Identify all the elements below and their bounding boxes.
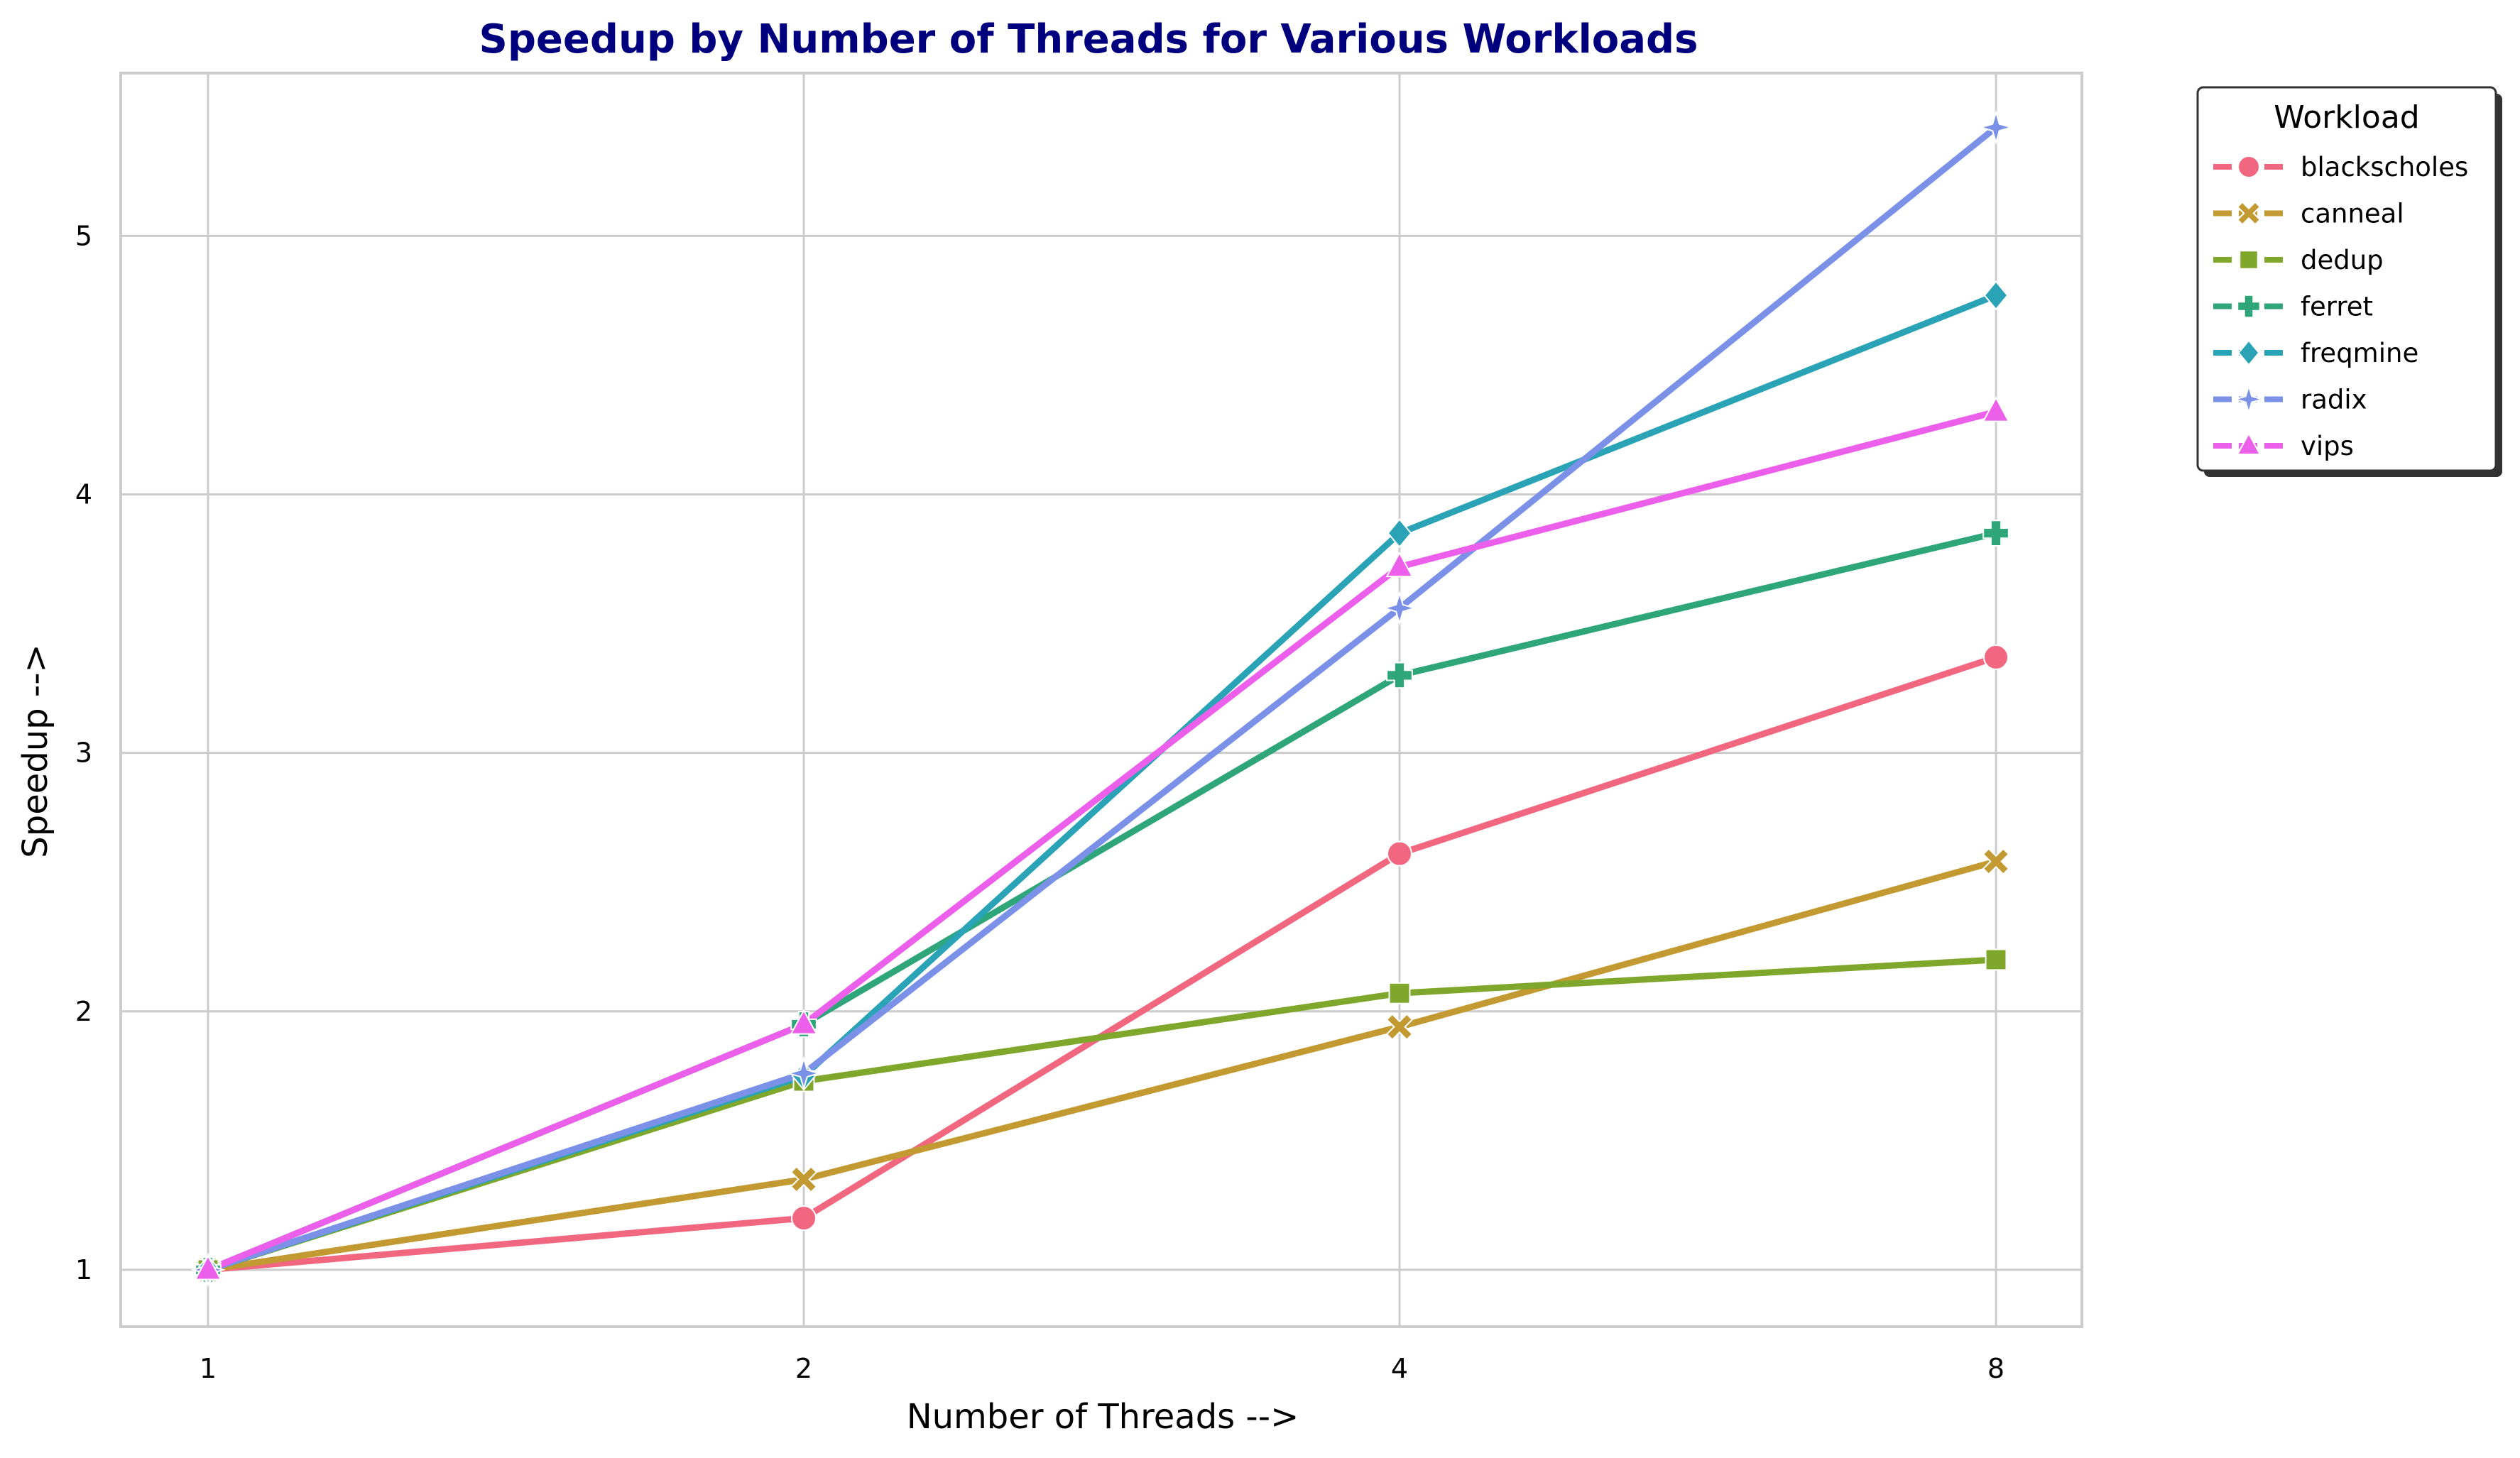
series-blackscholes <box>204 654 2000 1273</box>
series-line-vips <box>204 408 2000 1273</box>
series-line-radix <box>204 124 2000 1273</box>
series-markers-vips <box>194 396 2010 1281</box>
legend-item-dedup: dedup <box>2213 245 2384 275</box>
legend-item-radix: radix <box>2213 383 2367 415</box>
legend: Workload blackscholes canneal dedup ferret f… <box>2196 86 2502 477</box>
data-point-canneal <box>1385 1013 1414 1041</box>
y-tick-label: 2 <box>75 996 92 1027</box>
series-vips <box>204 408 2000 1273</box>
legend-title: Workload <box>2274 99 2419 136</box>
series-group <box>190 109 2014 1288</box>
x-tick-label: 2 <box>795 1353 812 1384</box>
grid <box>121 73 2082 1327</box>
data-point-radix <box>1978 109 2014 146</box>
data-point-dedup <box>1985 948 2007 971</box>
series-line-dedup <box>204 956 2000 1273</box>
legend-item-blackscholes: blackscholes <box>2213 152 2468 182</box>
series-line-canneal <box>204 858 2000 1273</box>
data-point-canneal <box>1982 848 2010 875</box>
y-tick-label: 3 <box>75 738 92 769</box>
data-point-vips <box>194 1254 222 1281</box>
x-tick-label: 8 <box>1987 1353 2004 1384</box>
series-radix <box>204 124 2000 1273</box>
legend-label: ferret <box>2301 292 2373 322</box>
legend-item-freqmine: freqmine <box>2213 338 2418 368</box>
legend-marker-canneal-shape <box>2236 201 2262 226</box>
data-point-radix <box>786 1056 822 1091</box>
chart-title: Speedup by Number of Threads for Various… <box>479 16 1698 62</box>
legend-label: radix <box>2301 385 2367 415</box>
data-point-vips <box>1385 551 1414 578</box>
legend-label: blackscholes <box>2301 152 2468 182</box>
series-markers-canneal <box>194 848 2010 1284</box>
data-point-vips <box>1982 396 2010 422</box>
legend-marker-blackscholes <box>2237 155 2260 178</box>
series-markers-freqmine <box>195 280 2009 1286</box>
legend-marker-canneal <box>2236 201 2262 226</box>
series-canneal <box>204 858 2000 1273</box>
legend-box <box>2196 86 2497 472</box>
legend-label: canneal <box>2301 199 2404 229</box>
x-axis-label: Number of Threads --> <box>907 1397 1299 1437</box>
data-point-dedup <box>1388 982 1411 1004</box>
legend-marker-freqmine <box>2237 339 2260 366</box>
data-point-canneal-shape <box>1982 848 2010 875</box>
data-point-canneal-shape <box>1385 1013 1414 1041</box>
series-markers-ferret <box>195 520 2009 1283</box>
data-point-canneal <box>790 1166 818 1193</box>
series-freqmine <box>204 292 2000 1273</box>
legend-label: dedup <box>2301 245 2384 275</box>
legend-label: freqmine <box>2301 338 2418 368</box>
data-point-blackscholes <box>791 1205 817 1232</box>
data-point-blackscholes <box>1387 840 1412 867</box>
legend-marker-ferret <box>2237 294 2261 319</box>
series-markers-radix <box>190 109 2014 1288</box>
y-tick-label: 4 <box>75 479 92 510</box>
legend-marker-vips <box>2236 432 2262 455</box>
data-point-freqmine <box>1387 518 1412 549</box>
data-point-radix <box>1382 590 1417 626</box>
series-dedup <box>204 956 2000 1273</box>
data-point-ferret <box>1982 520 2009 547</box>
series-line-freqmine <box>204 292 2000 1273</box>
y-axis-label: Speedup --> <box>16 644 55 857</box>
x-tick-label: 4 <box>1391 1353 1408 1384</box>
data-point-canneal-shape <box>790 1166 818 1193</box>
legend-items: blackscholes canneal dedup ferret freqmine ra… <box>2213 152 2468 461</box>
data-point-blackscholes <box>1983 644 2009 670</box>
data-point-vips <box>790 1009 818 1035</box>
legend-item-canneal: canneal <box>2213 199 2404 229</box>
x-tick-label: 1 <box>200 1353 217 1384</box>
series-line-blackscholes <box>204 654 2000 1273</box>
data-point-ferret <box>1386 662 1413 689</box>
plot-frame <box>119 72 2083 1328</box>
legend-item-vips: vips <box>2213 431 2354 461</box>
legend-marker-radix <box>2232 383 2265 415</box>
legend-marker-dedup <box>2239 250 2259 270</box>
legend-item-ferret: ferret <box>2213 292 2373 322</box>
y-tick-label: 1 <box>75 1254 92 1286</box>
data-point-freqmine <box>1983 280 2009 311</box>
legend-label: vips <box>2301 431 2354 461</box>
y-tick-label: 5 <box>75 220 92 251</box>
